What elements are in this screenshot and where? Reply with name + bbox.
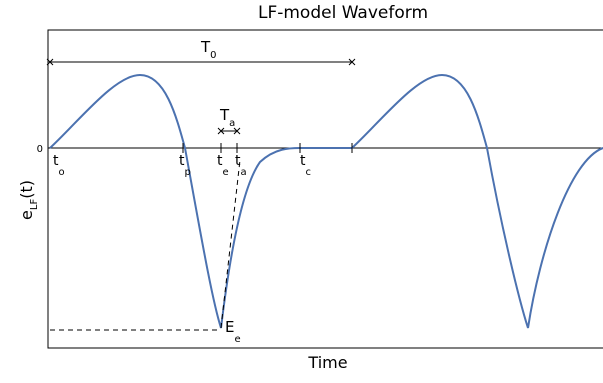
tangent-line (220, 159, 241, 329)
y-axis-label: eLF(t) (17, 180, 40, 220)
title: LF-model Waveform (258, 3, 428, 23)
ta-label: Ta (219, 106, 235, 129)
label-part: t (235, 153, 241, 169)
label-part: t (300, 153, 306, 169)
label-part: t (179, 153, 185, 169)
ta-markers (217, 127, 241, 135)
label-part: p (185, 167, 191, 178)
x-axis-label: Time (307, 353, 347, 372)
instant-label: ta (235, 153, 247, 178)
label-part: e (17, 210, 36, 220)
label-part: e (223, 167, 229, 178)
label-part: LF (29, 199, 40, 211)
ee-label: Ee (225, 318, 241, 345)
period-label: T0 (200, 38, 217, 61)
label-part: T (200, 38, 211, 56)
label-part: a (229, 118, 235, 129)
label-part: a (241, 167, 247, 178)
waveform (49, 73, 603, 329)
instant-label: te (217, 153, 229, 178)
label-part: e (234, 334, 240, 345)
zero-label: 0 (37, 144, 43, 155)
instant-ticks (182, 143, 353, 153)
period-markers (46, 58, 356, 66)
axes-frame (47, 29, 603, 349)
instant-label: tp (179, 153, 191, 178)
label-part: o (59, 167, 65, 178)
label-part: E (225, 318, 234, 336)
label-part: T (219, 106, 230, 124)
label-part: (t) (17, 180, 36, 199)
label-part: t (53, 153, 59, 169)
instant-label: to (53, 153, 65, 178)
label-part: t (217, 153, 223, 169)
instant-label: tc (300, 153, 311, 178)
label-part: c (306, 167, 312, 178)
label-part: 0 (210, 50, 216, 61)
